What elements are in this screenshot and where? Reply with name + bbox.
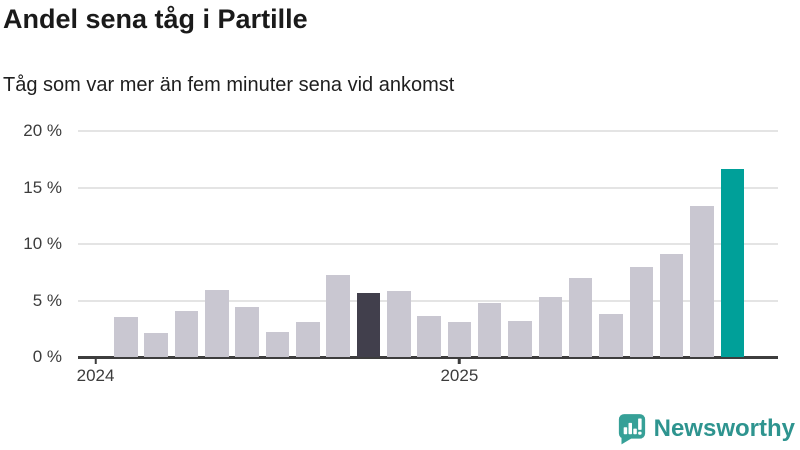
x-tick-2025 bbox=[458, 358, 461, 364]
bar-chart-plot: 2024 2025 bbox=[77, 130, 778, 385]
y-tick-label: 10 % bbox=[23, 234, 62, 253]
x-tick-2024 bbox=[94, 358, 97, 364]
y-tick-label: 5 % bbox=[32, 290, 62, 310]
bar-2025-08 bbox=[659, 254, 684, 357]
bar-2025-02 bbox=[477, 302, 502, 357]
newsworthy-logo-icon bbox=[618, 414, 645, 445]
bar-2024-07 bbox=[265, 332, 290, 357]
bar-2024-09 bbox=[326, 274, 350, 357]
bar-2024-12 bbox=[417, 316, 441, 357]
bar-2025-03 bbox=[508, 320, 532, 357]
bar-2024-02 bbox=[114, 317, 138, 357]
chart-title: Andel sena tåg i Partille bbox=[3, 4, 308, 34]
x-tick-label-2024: 2024 bbox=[76, 366, 115, 385]
bar-2024-10 bbox=[356, 292, 381, 357]
gridline-5 bbox=[78, 299, 778, 302]
y-tick-label: 15 % bbox=[23, 177, 62, 197]
bar-2024-06 bbox=[235, 307, 259, 357]
gridline-10 bbox=[78, 243, 778, 245]
brand-name: Newsworthy bbox=[653, 415, 795, 442]
x-axis-line bbox=[78, 356, 778, 359]
y-tick-label: 20 % bbox=[23, 121, 62, 140]
bar-2024-08 bbox=[296, 321, 320, 357]
bar-2025-04 bbox=[538, 297, 563, 357]
y-axis-labels: 20 % 15 % 10 % 5 % 0 % bbox=[0, 121, 62, 366]
x-tick-label-2025: 2025 bbox=[440, 366, 479, 385]
brand-footer: Newsworthy bbox=[618, 411, 795, 447]
y-tick-label: 0 % bbox=[32, 347, 62, 366]
gridline-20 bbox=[78, 130, 778, 132]
bar-2024-04 bbox=[174, 310, 199, 357]
bar-2024-03 bbox=[144, 333, 168, 357]
bar-2025-09 bbox=[690, 205, 714, 357]
chart-subtitle: Tåg som var mer än fem minuter sena vid … bbox=[3, 74, 455, 96]
bar-2025-06 bbox=[599, 314, 623, 357]
bar-2024-05 bbox=[205, 290, 229, 357]
bar-2024-11 bbox=[387, 291, 411, 357]
bar-2025-01 bbox=[447, 321, 472, 357]
bar-2025-05 bbox=[568, 277, 593, 357]
bar-2025-07 bbox=[629, 266, 654, 357]
gridline-15 bbox=[78, 186, 778, 189]
bar-2025-10 bbox=[720, 169, 745, 357]
